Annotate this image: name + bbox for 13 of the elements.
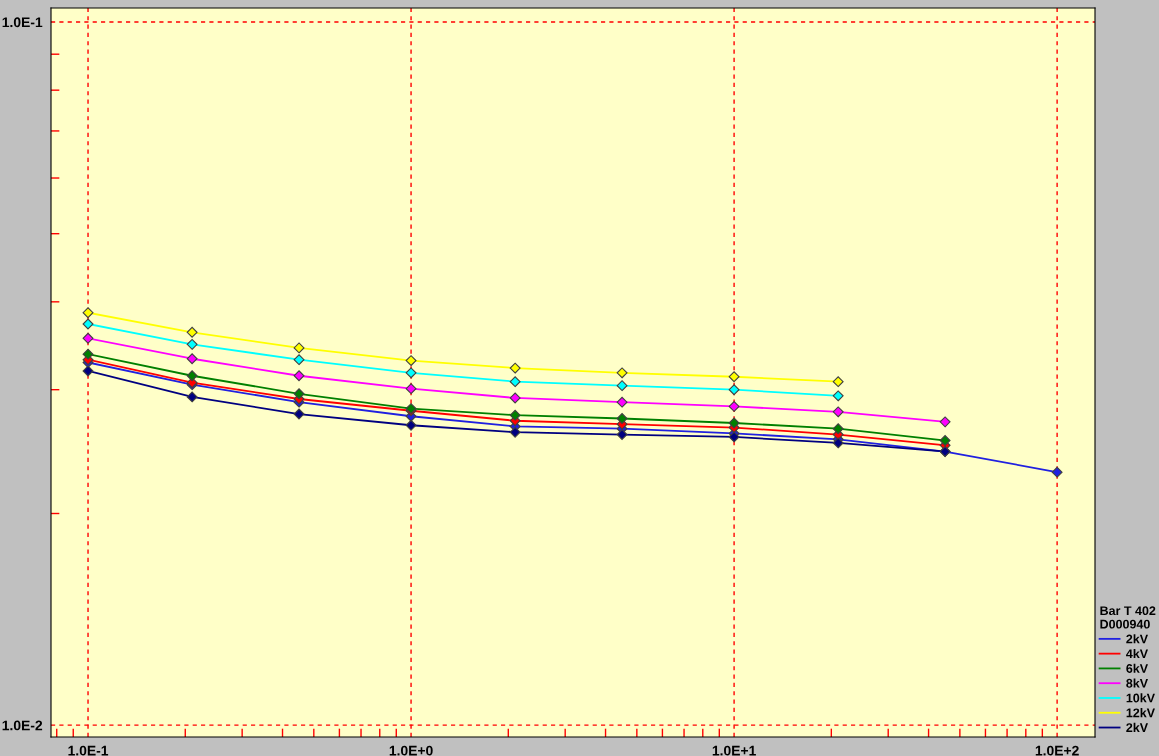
x-tick-label: 1.0E+0: [389, 745, 433, 756]
x-tick-label: 1.0E+2: [1035, 745, 1079, 756]
legend-label: 2kV: [1126, 722, 1148, 732]
legend-label: 10kV: [1126, 693, 1155, 703]
legend-title: Bar T 402 D000940: [1100, 606, 1156, 629]
x-tick-label: 1.0E+1: [712, 745, 756, 756]
legend-label: 12kV: [1126, 708, 1155, 718]
y-tick-label: 1.0E-2: [2, 720, 43, 731]
legend-label: 4kV: [1126, 648, 1148, 659]
legend-label: 8kV: [1126, 678, 1148, 688]
x-tick-label: 1.0E-1: [68, 745, 109, 756]
legend-label: 6kV: [1126, 663, 1148, 673]
legend-label: 2kV: [1126, 634, 1148, 644]
